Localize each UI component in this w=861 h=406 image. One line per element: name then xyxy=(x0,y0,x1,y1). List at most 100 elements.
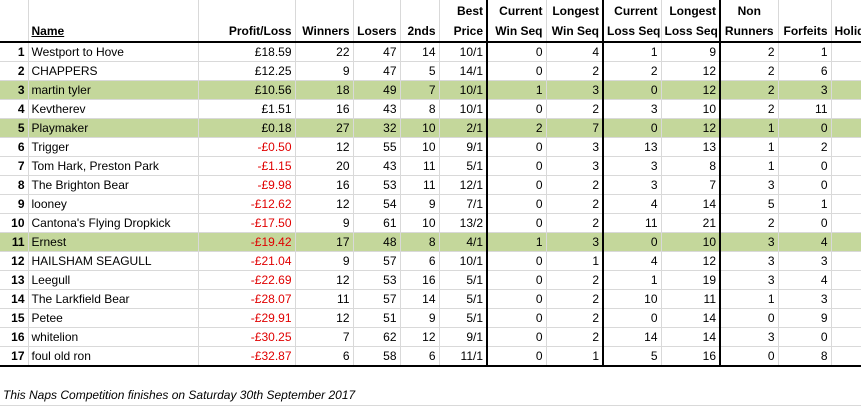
current-loss-seq-cell[interactable]: 0 xyxy=(603,80,662,100)
non-runners-cell[interactable]: 1 xyxy=(720,118,779,138)
profit-loss-cell[interactable]: £0.18 xyxy=(198,118,296,138)
best-price-cell[interactable]: 9/1 xyxy=(439,137,488,157)
current-loss-seq-cell[interactable]: 4 xyxy=(603,251,662,271)
header-loss-seq[interactable]: Loss Seq xyxy=(603,21,662,43)
holiday-cell[interactable]: 8 xyxy=(831,61,861,81)
competition-note[interactable]: This Naps Competition finishes on Saturd… xyxy=(3,388,356,402)
profit-loss-cell[interactable]: -£17.50 xyxy=(198,213,296,233)
losers-cell[interactable]: 43 xyxy=(353,99,401,119)
winners-cell[interactable]: 6 xyxy=(295,346,354,367)
name-cell[interactable]: Playmaker xyxy=(28,118,199,138)
name-cell[interactable]: The Brighton Bear xyxy=(28,175,199,195)
name-cell[interactable]: Petee xyxy=(28,308,199,328)
rank-cell[interactable]: 6 xyxy=(0,137,29,157)
current-win-seq-cell[interactable]: 0 xyxy=(486,42,547,62)
rank-cell[interactable]: 1 xyxy=(0,42,29,62)
holiday-cell[interactable]: 0 xyxy=(831,289,861,309)
name-cell[interactable]: Tom Hark, Preston Park xyxy=(28,156,199,176)
header-cell[interactable] xyxy=(198,0,296,21)
forfeits-cell[interactable]: 3 xyxy=(778,80,832,100)
longest-loss-seq-cell[interactable]: 13 xyxy=(661,137,721,157)
header-win-seq[interactable]: Win Seq xyxy=(486,21,547,43)
losers-cell[interactable]: 43 xyxy=(353,156,401,176)
name-cell[interactable]: looney xyxy=(28,194,199,214)
losers-cell[interactable]: 51 xyxy=(353,308,401,328)
forfeits-cell[interactable]: 1 xyxy=(778,194,832,214)
current-win-seq-cell[interactable]: 0 xyxy=(486,61,547,81)
profit-loss-cell[interactable]: -£22.69 xyxy=(198,270,296,290)
holiday-cell[interactable]: 2 xyxy=(831,137,861,157)
name-cell[interactable]: Westport to Hove xyxy=(28,42,199,62)
header-cell[interactable] xyxy=(400,0,440,21)
losers-cell[interactable]: 32 xyxy=(353,118,401,138)
non-runners-cell[interactable]: 3 xyxy=(720,327,779,347)
best-price-cell[interactable]: 5/1 xyxy=(439,289,488,309)
winners-cell[interactable]: 16 xyxy=(295,99,354,119)
seconds-cell[interactable]: 16 xyxy=(400,270,440,290)
winners-cell[interactable]: 9 xyxy=(295,61,354,81)
forfeits-cell[interactable]: 4 xyxy=(778,270,832,290)
header-forfeits[interactable]: Forfeits xyxy=(778,21,832,43)
non-runners-cell[interactable]: 0 xyxy=(720,308,779,328)
holiday-cell[interactable]: 0 xyxy=(831,42,861,62)
non-runners-cell[interactable]: 3 xyxy=(720,270,779,290)
best-price-cell[interactable]: 7/1 xyxy=(439,194,488,214)
name-cell[interactable]: whitelion xyxy=(28,327,199,347)
seconds-cell[interactable]: 8 xyxy=(400,99,440,119)
longest-loss-seq-cell[interactable]: 10 xyxy=(661,232,721,252)
current-loss-seq-cell[interactable]: 4 xyxy=(603,194,662,214)
losers-cell[interactable]: 62 xyxy=(353,327,401,347)
holiday-cell[interactable]: 0 xyxy=(831,232,861,252)
current-win-seq-cell[interactable]: 1 xyxy=(486,232,547,252)
best-price-cell[interactable]: 12/1 xyxy=(439,175,488,195)
winners-cell[interactable]: 12 xyxy=(295,194,354,214)
longest-win-seq-cell[interactable]: 2 xyxy=(546,99,604,119)
forfeits-cell[interactable]: 0 xyxy=(778,213,832,233)
rank-cell[interactable]: 2 xyxy=(0,61,29,81)
current-win-seq-cell[interactable]: 1 xyxy=(486,80,547,100)
profit-loss-cell[interactable]: -£30.25 xyxy=(198,327,296,347)
winners-cell[interactable]: 9 xyxy=(295,213,354,233)
winners-cell[interactable]: 16 xyxy=(295,175,354,195)
holiday-cell[interactable]: 0 xyxy=(831,251,861,271)
forfeits-cell[interactable]: 11 xyxy=(778,99,832,119)
header-longest-loss[interactable]: Longest xyxy=(661,0,721,21)
losers-cell[interactable]: 58 xyxy=(353,346,401,367)
holiday-cell[interactable]: 0 xyxy=(831,99,861,119)
header-cell[interactable] xyxy=(831,0,861,21)
profit-loss-cell[interactable]: -£32.87 xyxy=(198,346,296,367)
seconds-cell[interactable]: 10 xyxy=(400,137,440,157)
header-current-win[interactable]: Current xyxy=(486,0,547,21)
current-loss-seq-cell[interactable]: 2 xyxy=(603,61,662,81)
longest-loss-seq-cell[interactable]: 12 xyxy=(661,118,721,138)
profit-loss-cell[interactable]: £18.59 xyxy=(198,42,296,62)
longest-loss-seq-cell[interactable]: 21 xyxy=(661,213,721,233)
current-loss-seq-cell[interactable]: 10 xyxy=(603,289,662,309)
rank-cell[interactable]: 8 xyxy=(0,175,29,195)
holiday-cell[interactable]: 0 xyxy=(831,175,861,195)
name-cell[interactable]: Trigger xyxy=(28,137,199,157)
winners-cell[interactable]: 12 xyxy=(295,308,354,328)
seconds-cell[interactable]: 14 xyxy=(400,289,440,309)
rank-cell[interactable]: 10 xyxy=(0,213,29,233)
header-2nds[interactable]: 2nds xyxy=(400,21,440,43)
current-loss-seq-cell[interactable]: 3 xyxy=(603,99,662,119)
winners-cell[interactable]: 12 xyxy=(295,270,354,290)
header-cell[interactable] xyxy=(0,0,29,21)
losers-cell[interactable]: 57 xyxy=(353,251,401,271)
header-cell[interactable] xyxy=(0,21,29,43)
losers-cell[interactable]: 53 xyxy=(353,270,401,290)
seconds-cell[interactable]: 10 xyxy=(400,118,440,138)
profit-loss-cell[interactable]: -£21.04 xyxy=(198,251,296,271)
holiday-cell[interactable]: 0 xyxy=(831,327,861,347)
longest-win-seq-cell[interactable]: 3 xyxy=(546,80,604,100)
non-runners-cell[interactable]: 2 xyxy=(720,42,779,62)
rank-cell[interactable]: 3 xyxy=(0,80,29,100)
name-cell[interactable]: Leegull xyxy=(28,270,199,290)
header-winners[interactable]: Winners xyxy=(295,21,354,43)
profit-loss-cell[interactable]: -£28.07 xyxy=(198,289,296,309)
best-price-cell[interactable]: 2/1 xyxy=(439,118,488,138)
current-loss-seq-cell[interactable]: 3 xyxy=(603,156,662,176)
forfeits-cell[interactable]: 3 xyxy=(778,251,832,271)
losers-cell[interactable]: 47 xyxy=(353,42,401,62)
